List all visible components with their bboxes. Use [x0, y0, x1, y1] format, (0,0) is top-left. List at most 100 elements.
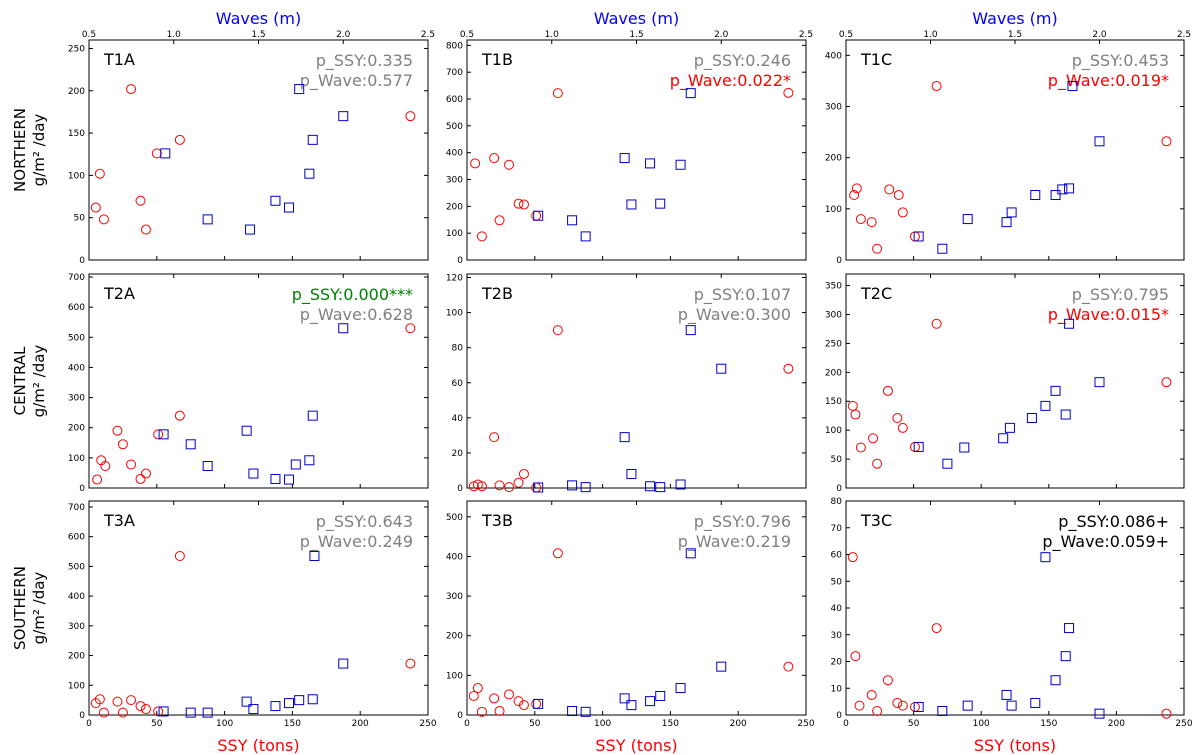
y-tick-label: 150: [825, 397, 842, 407]
ssy-tick-label: 50: [529, 719, 541, 729]
wave-point: [241, 425, 252, 436]
wave-point: [1064, 623, 1075, 634]
wave-point: [284, 474, 295, 485]
ssy-point: [783, 661, 794, 672]
wave-point: [248, 468, 259, 479]
ssy-point: [174, 410, 185, 421]
y-tick-label: 300: [446, 592, 463, 602]
wave-point: [937, 705, 948, 716]
wave-point: [202, 214, 213, 225]
y-tick-label: 50: [831, 455, 843, 465]
ssy-point: [513, 198, 524, 209]
ssy-axis-title: SSY (tons): [595, 736, 677, 755]
ssy-point: [90, 202, 101, 213]
panel-t1c: 0 100 200 300 400 0.5 1.0 1.5 2.0 2.5 T1C p_SSY:0.4…: [825, 30, 1191, 266]
ssy-point: [112, 425, 123, 436]
wave-point: [533, 698, 544, 709]
wave-point: [533, 482, 544, 493]
p-wave-label: p_Wave:0.059+: [1042, 532, 1169, 552]
ssy-tick-label: 50: [151, 719, 163, 729]
y-tick-label: 400: [68, 363, 85, 373]
y-tick-label: 500: [68, 562, 85, 572]
wave-tick-label: 1.5: [1008, 30, 1022, 40]
y-tick-label: 250: [825, 339, 842, 349]
y-tick-label: 100: [825, 426, 842, 436]
wave-point: [675, 683, 686, 694]
ssy-tick-label: 200: [730, 719, 747, 729]
y-tick-label: 300: [825, 310, 842, 320]
wave-point: [626, 700, 637, 711]
wave-point: [338, 111, 349, 122]
ssy-point: [849, 190, 860, 201]
ssy-tick-label: 100: [594, 719, 611, 729]
wave-point: [307, 410, 318, 421]
wave-point: [1006, 207, 1017, 218]
y-tick-label: 100: [68, 681, 85, 691]
p-ssy-label: p_SSY:0.000***: [292, 285, 413, 305]
y-tick-label: 300: [68, 622, 85, 632]
ssy-point: [494, 706, 505, 717]
wave-point: [202, 460, 213, 471]
p-ssy-label: p_SSY:0.246: [694, 51, 791, 71]
y-tick-label: 80: [452, 344, 464, 354]
wave-point: [185, 707, 196, 718]
wave-point: [338, 323, 349, 334]
y-tick-label: 40: [452, 414, 464, 424]
wave-tick-label: 1.5: [251, 30, 265, 40]
ssy-point: [153, 706, 164, 717]
wave-tick-label: 2.0: [714, 30, 729, 40]
ssy-tick-label: 0: [86, 719, 92, 729]
wave-point: [241, 696, 252, 707]
ssy-point: [552, 325, 563, 336]
wave-tick-label: 2.5: [421, 30, 435, 40]
ssy-point: [518, 700, 529, 711]
ssy-point: [489, 432, 500, 443]
plot-frame: [466, 273, 807, 489]
y-tick-label: 0: [79, 256, 85, 266]
waves-axis-title: Waves (m): [216, 9, 301, 28]
wave-point: [626, 199, 637, 210]
panel-t3b: 0 100 200 300 400 500 0 50 100 150 200 250 T3B p_SSY:…: [446, 500, 815, 729]
ssy-tick-label: 200: [352, 719, 369, 729]
wave-point: [675, 479, 686, 490]
wave-point: [270, 195, 281, 206]
y-tick-label: 100: [68, 454, 85, 464]
plot-frame: [88, 39, 429, 261]
y-tick-label: 200: [825, 154, 842, 164]
y-tick-label: 0: [79, 484, 85, 494]
y-tick-label: 100: [68, 171, 85, 181]
wave-point: [1001, 689, 1012, 700]
y-tick-label: 300: [825, 103, 842, 113]
ssy-point: [872, 458, 883, 469]
wave-point: [309, 550, 320, 561]
ssy-point: [135, 195, 146, 206]
wave-point: [913, 441, 924, 452]
wave-tick-label: 1.0: [167, 30, 182, 40]
ssy-point: [892, 697, 903, 708]
y-tick-label: 400: [446, 149, 463, 159]
wave-point: [913, 231, 924, 242]
y-unit-label: g/m² /day: [30, 345, 48, 418]
ssy-point: [513, 477, 524, 488]
ssy-point: [552, 88, 563, 99]
y-tick-label: 30: [831, 631, 843, 641]
ssy-point: [504, 689, 515, 700]
ssy-point: [931, 623, 942, 634]
ssy-point: [552, 548, 563, 559]
panel-label: T3A: [103, 511, 135, 530]
wave-point: [685, 88, 696, 99]
wave-point: [1006, 700, 1017, 711]
wave-point: [580, 482, 591, 493]
panel-label: T2B: [481, 284, 513, 303]
y-tick-label: 150: [68, 129, 85, 139]
ssy-axis-title: SSY (tons): [217, 736, 299, 755]
plot-frame: [466, 39, 807, 261]
y-tick-label: 600: [68, 533, 85, 543]
ssy-tick-label: 150: [662, 719, 679, 729]
panel-label: T1B: [481, 50, 513, 69]
wave-point: [716, 363, 727, 374]
p-wave-label: p_Wave:0.628: [300, 305, 413, 325]
wave-point: [655, 690, 666, 701]
wave-point: [645, 696, 656, 707]
